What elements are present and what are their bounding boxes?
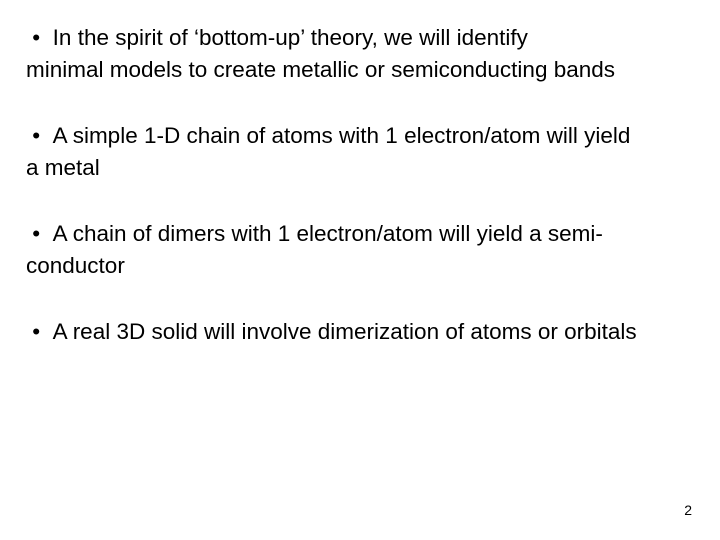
page-number: 2 <box>684 502 692 518</box>
bullet-rest: a metal <box>26 155 100 180</box>
bullet-rest: minimal models to create metallic or sem… <box>26 57 615 82</box>
bullet-dot-icon: • <box>32 25 40 50</box>
bullet-block-3: • A chain of dimers with 1 electron/atom… <box>26 218 694 282</box>
bullet-block-1: • In the spirit of ‘bottom-up’ theory, w… <box>26 22 694 86</box>
bullet-dot-icon: • <box>32 319 40 344</box>
bullet-first-line: • A chain of dimers with 1 electron/atom… <box>26 221 603 246</box>
bullet-text: • A simple 1-D chain of atoms with 1 ele… <box>26 120 694 184</box>
slide: • In the spirit of ‘bottom-up’ theory, w… <box>0 0 720 540</box>
bullet-text: • In the spirit of ‘bottom-up’ theory, w… <box>26 22 694 86</box>
bullet-block-2: • A simple 1-D chain of atoms with 1 ele… <box>26 120 694 184</box>
bullet-block-4: • A real 3D solid will involve dimerizat… <box>26 316 694 348</box>
bullet-dot-icon: • <box>32 221 40 246</box>
bullet-first-line: • A real 3D solid will involve dimerizat… <box>26 319 637 344</box>
bullet-first-line: • A simple 1-D chain of atoms with 1 ele… <box>26 123 630 148</box>
bullet-dot-icon: • <box>32 123 40 148</box>
bullet-text: • A real 3D solid will involve dimerizat… <box>26 316 694 348</box>
bullet-first-line: • In the spirit of ‘bottom-up’ theory, w… <box>26 25 528 50</box>
bullet-rest: conductor <box>26 253 125 278</box>
bullet-text: • A chain of dimers with 1 electron/atom… <box>26 218 694 282</box>
